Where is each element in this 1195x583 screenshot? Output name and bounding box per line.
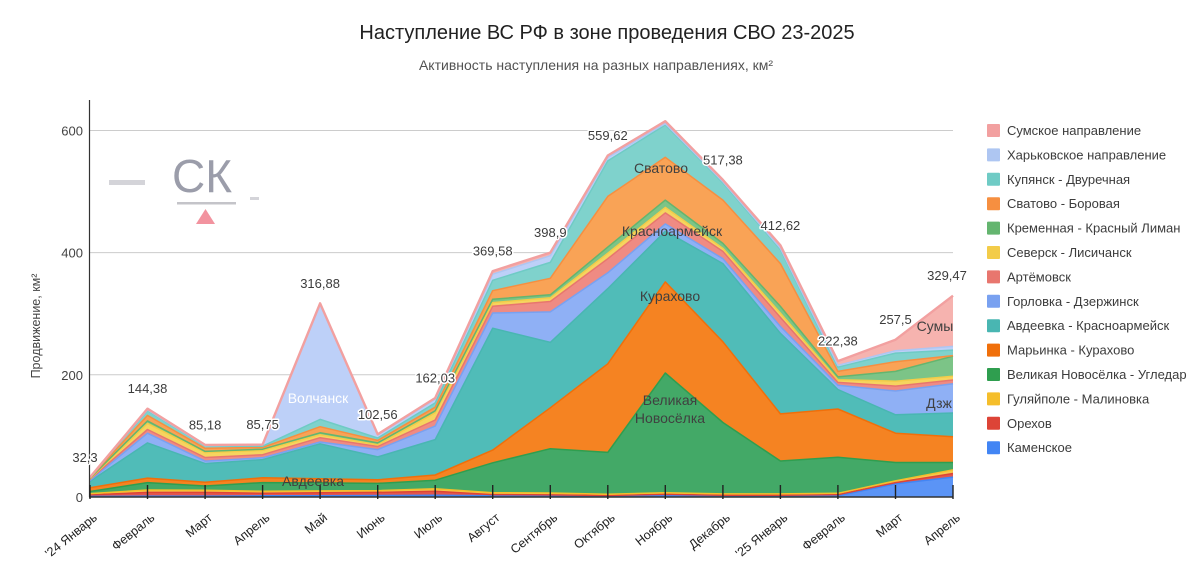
svg-text:162,03: 162,03 — [415, 371, 455, 386]
svg-text:144,38: 144,38 — [128, 381, 168, 396]
svg-text:Продвижение, км²: Продвижение, км² — [29, 274, 43, 379]
svg-text:Волчанск: Волчанск — [288, 390, 349, 406]
svg-text:Сумское направление: Сумское направление — [1007, 123, 1141, 138]
svg-text:369,58: 369,58 — [473, 244, 513, 259]
svg-text:412,62: 412,62 — [761, 218, 801, 233]
svg-text:Горловка - Дзержинск: Горловка - Дзержинск — [1007, 294, 1139, 309]
svg-text:Купянск - Двуречная: Купянск - Двуречная — [1007, 172, 1130, 187]
svg-text:32,3: 32,3 — [72, 450, 97, 465]
svg-text:257,5: 257,5 — [879, 312, 912, 327]
svg-text:Сватово - Боровая: Сватово - Боровая — [1007, 196, 1120, 211]
svg-text:Дзж: Дзж — [926, 395, 952, 411]
svg-text:Великая: Великая — [643, 392, 697, 408]
svg-text:85,75: 85,75 — [246, 417, 279, 432]
svg-text:Наступление ВС РФ в зоне прове: Наступление ВС РФ в зоне проведения СВО … — [359, 22, 854, 44]
svg-text:0: 0 — [76, 490, 83, 505]
svg-text:85,18: 85,18 — [189, 417, 222, 432]
svg-text:559,62: 559,62 — [588, 128, 628, 143]
svg-text:600: 600 — [61, 124, 83, 139]
svg-text:Сумы: Сумы — [917, 318, 954, 334]
svg-text:Каменское: Каменское — [1007, 440, 1072, 455]
svg-text:222,38: 222,38 — [818, 334, 858, 349]
svg-text:Активность наступления на разн: Активность наступления на разных направл… — [419, 57, 773, 73]
svg-text:Сватово: Сватово — [634, 160, 688, 176]
svg-text:102,56: 102,56 — [358, 407, 398, 422]
svg-text:517,38: 517,38 — [703, 152, 743, 167]
svg-text:Северск - Лисичанск: Северск - Лисичанск — [1007, 245, 1132, 260]
svg-text:Харьковское направление: Харьковское направление — [1007, 147, 1166, 162]
svg-text:Новосёлка: Новосёлка — [635, 410, 705, 426]
svg-text:Орехов: Орехов — [1007, 416, 1052, 431]
svg-text:200: 200 — [61, 368, 83, 383]
svg-text:СК: СК — [172, 150, 232, 202]
svg-text:Авдеевка: Авдеевка — [282, 473, 344, 489]
svg-text:400: 400 — [61, 246, 83, 261]
svg-text:Великая Новосёлка - Угледар: Великая Новосёлка - Угледар — [1007, 367, 1187, 382]
svg-text:Марьинка - Курахово: Марьинка - Курахово — [1007, 343, 1134, 358]
svg-text:329,47: 329,47 — [927, 268, 967, 283]
svg-text:Курахово: Курахово — [640, 288, 700, 304]
svg-text:316,88: 316,88 — [300, 276, 340, 291]
svg-text:Артёмовск: Артёмовск — [1007, 269, 1071, 284]
svg-text:398,9: 398,9 — [534, 225, 567, 240]
svg-text:Гуляйполе - Малиновка: Гуляйполе - Малиновка — [1007, 391, 1150, 406]
svg-text:Красноармейск: Красноармейск — [622, 223, 723, 239]
svg-text:Авдеевка - Красноармейск: Авдеевка - Красноармейск — [1007, 318, 1169, 333]
svg-text:Кременная - Красный Лиман: Кременная - Красный Лиман — [1007, 221, 1180, 236]
